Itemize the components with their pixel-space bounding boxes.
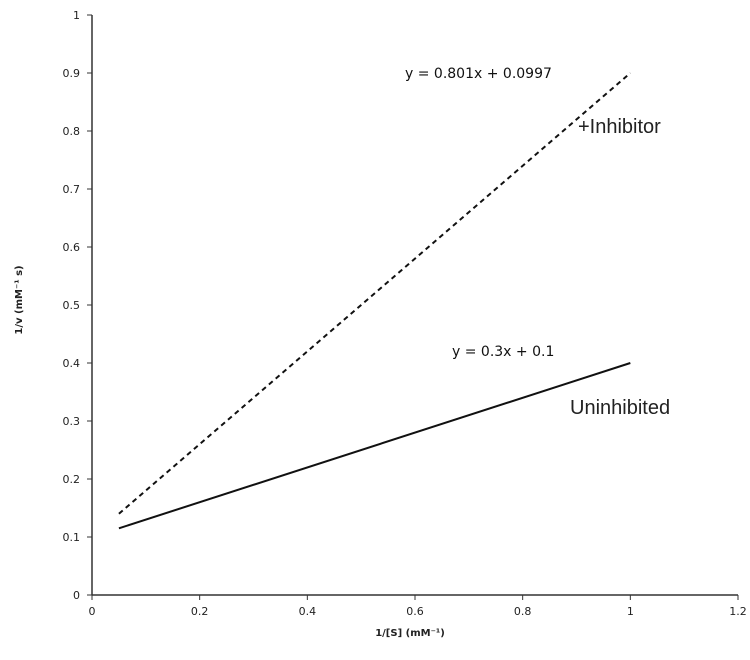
x-axis-label: 1/[S] (mM⁻¹) — [375, 628, 445, 639]
y-tick-label: 0.8 — [63, 125, 81, 138]
y-tick-label: 0.2 — [63, 473, 81, 486]
uninhibited-equation: y = 0.3x + 0.1 — [452, 344, 554, 360]
inhibitor-series-label: +Inhibitor — [578, 116, 661, 138]
uninhibited-series-line — [118, 362, 631, 530]
y-tick-label: 0.6 — [63, 241, 81, 254]
y-tick-label: 0.3 — [63, 415, 81, 428]
y-tick-label: 0.7 — [63, 183, 81, 196]
y-tick-label: 1 — [73, 9, 80, 22]
y-tick-label: 0 — [73, 589, 80, 602]
x-tick-label: 0 — [89, 605, 96, 618]
uninhibited-series-label: Uninhibited — [570, 397, 670, 419]
x-tick-label: 1.2 — [729, 605, 747, 618]
x-tick-label: 1 — [627, 605, 634, 618]
inhibitor-series-line — [118, 72, 631, 515]
x-tick-label: 0.6 — [406, 605, 424, 618]
y-tick-label: 0.1 — [63, 531, 81, 544]
x-tick-label: 0.8 — [514, 605, 532, 618]
axes — [91, 15, 738, 596]
y-tick-label: 0.4 — [63, 357, 81, 370]
series-group — [118, 72, 631, 530]
x-tick-label: 0.4 — [299, 605, 317, 618]
y-axis-ticks: 0 0.1 0.2 0.3 0.4 0.5 0.6 0.7 0.8 0.9 1 — [63, 9, 92, 602]
y-tick-label: 0.5 — [63, 299, 81, 312]
y-axis-label: 1/v (mM⁻¹ s) — [14, 265, 25, 334]
y-tick-label: 0.9 — [63, 67, 81, 80]
x-tick-label: 0.2 — [191, 605, 209, 618]
inhibitor-equation: y = 0.801x + 0.0997 — [405, 66, 552, 82]
x-axis-ticks: 0 0.2 0.4 0.6 0.8 1 1.2 — [89, 595, 747, 618]
